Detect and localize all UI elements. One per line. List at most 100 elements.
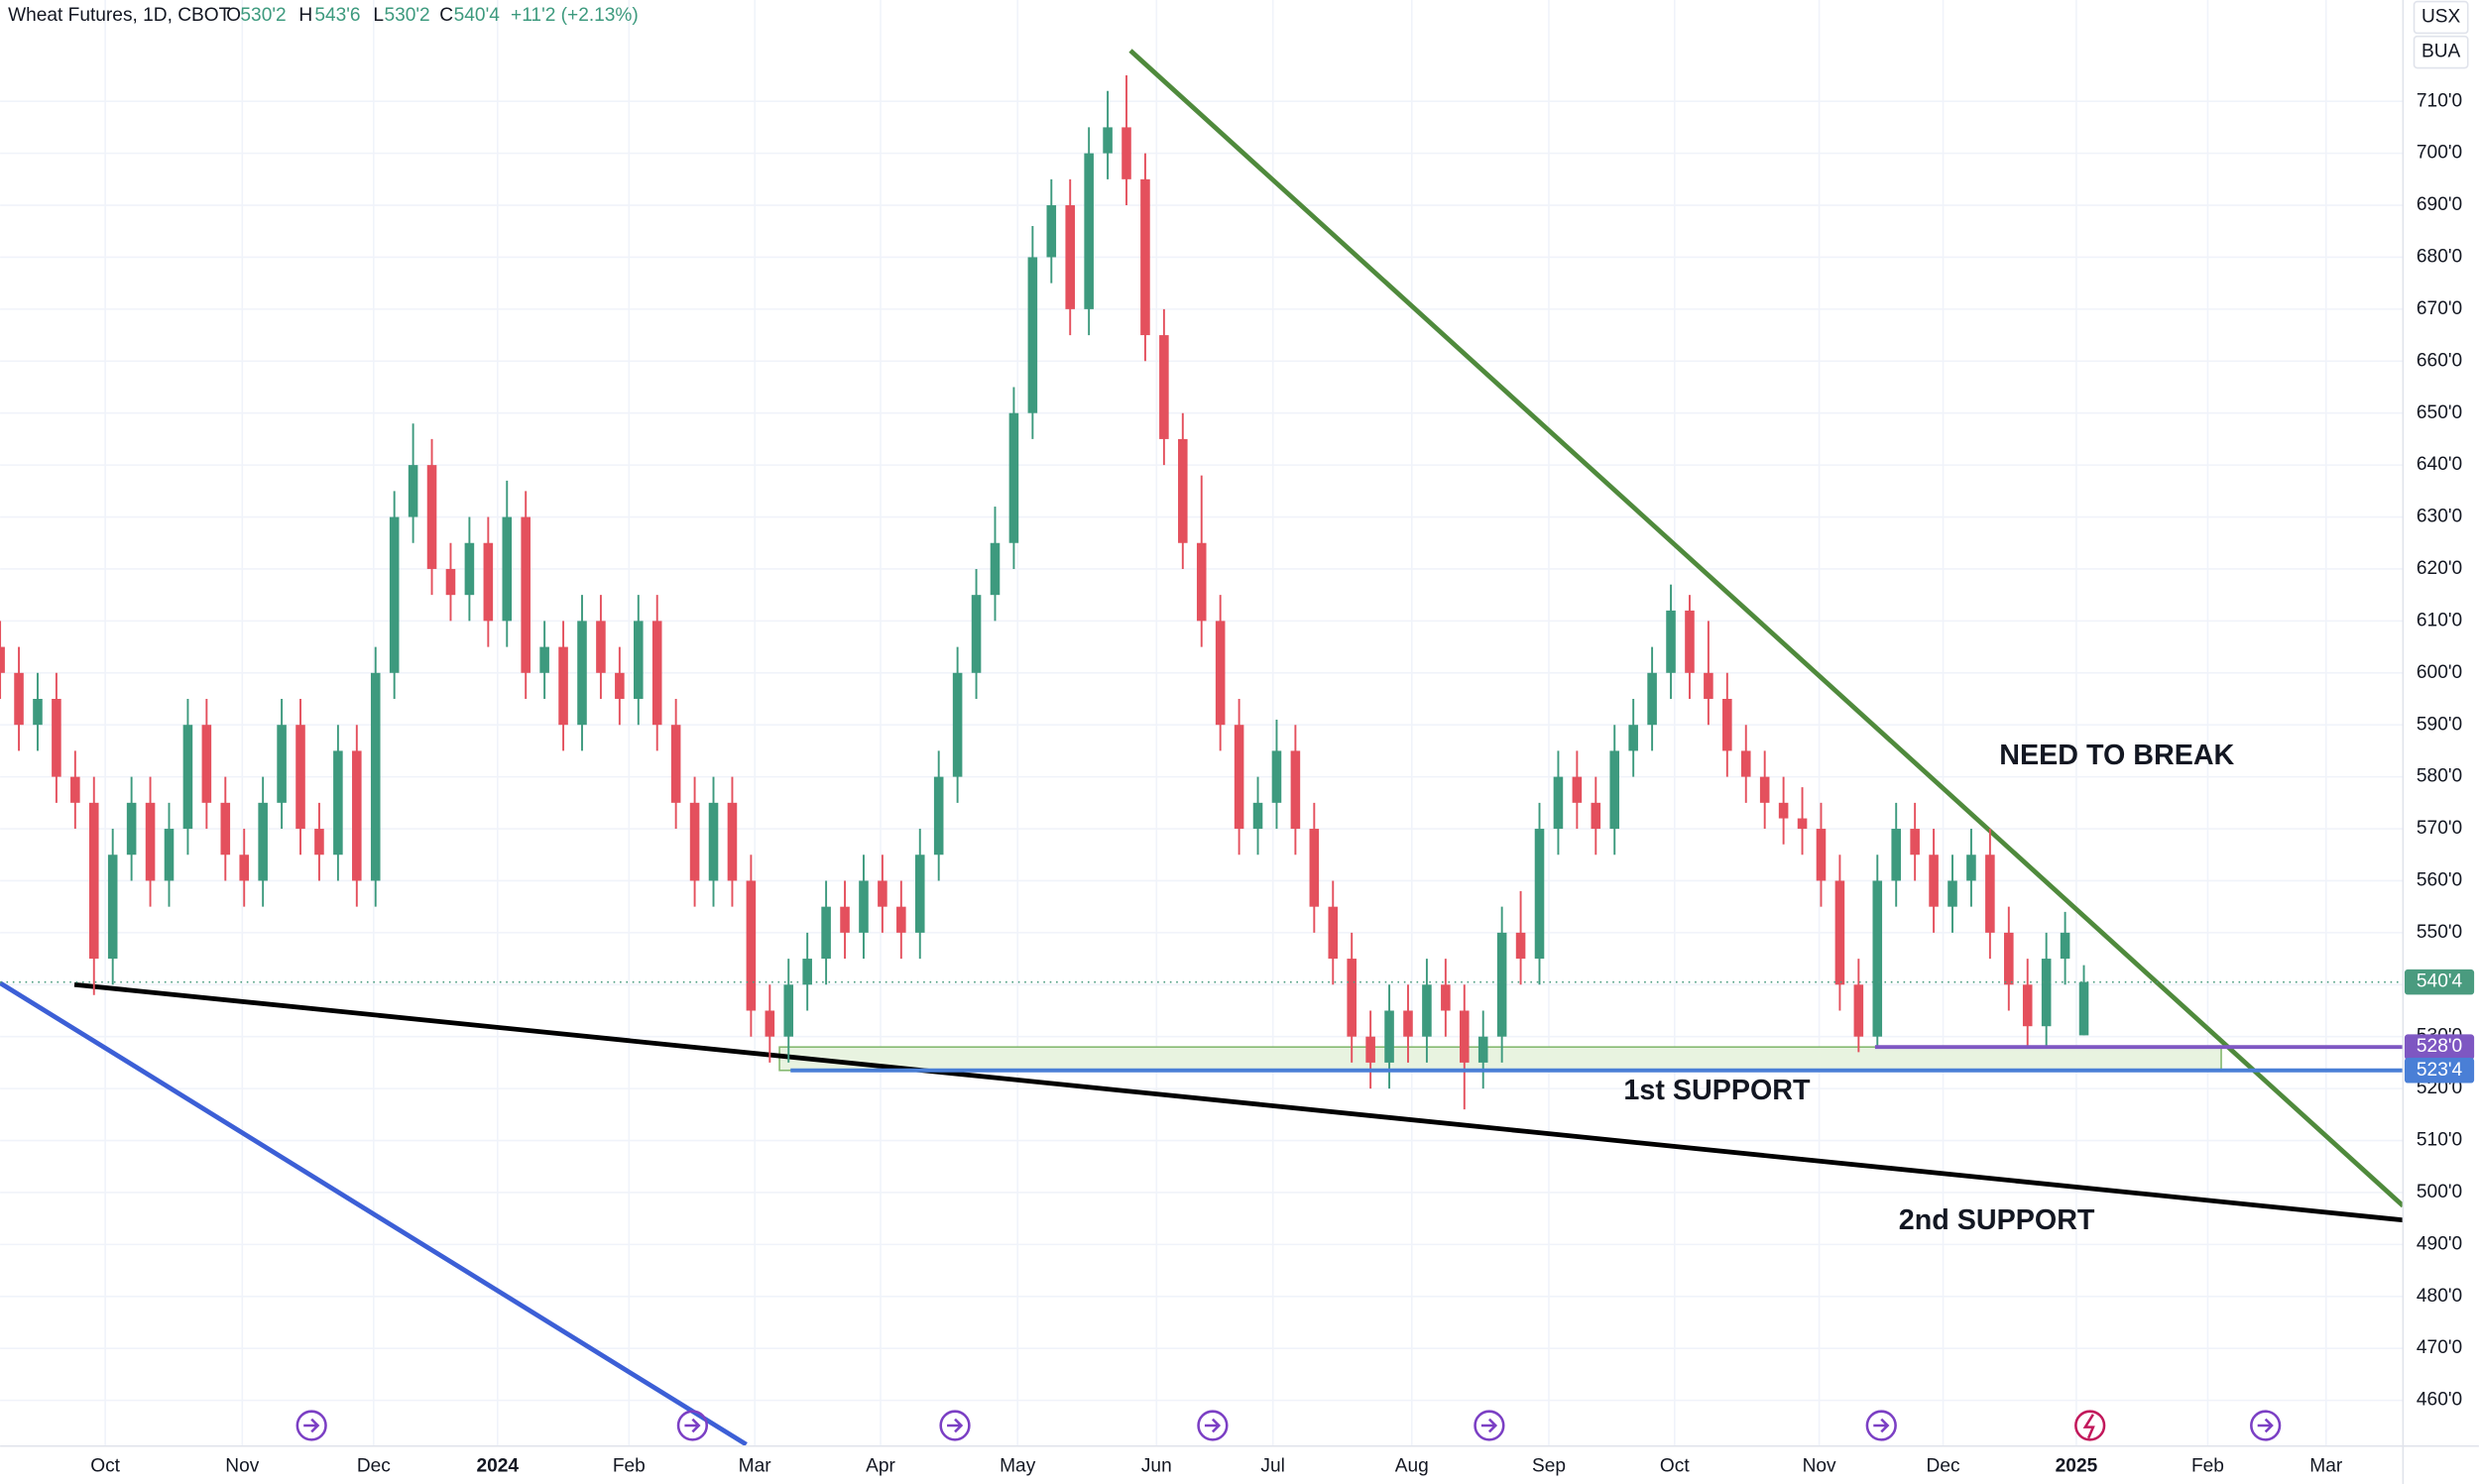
candle-body [1891,829,1901,881]
candle-body [14,672,24,726]
candle-body [220,802,231,856]
candle-body [727,802,738,881]
y-tick-label: 660'0 [2417,350,2462,371]
candle-body [1140,178,1150,336]
candle-body [1084,153,1094,309]
event-icon[interactable] [2074,1410,2106,1441]
candle-body [502,516,513,622]
x-tick-label: Nov [1803,1456,1836,1477]
candle-body [1722,698,1732,751]
x-tick-label: Oct [1660,1456,1690,1477]
event-glyph [2082,1414,2095,1439]
y-tick-label: 470'0 [2417,1337,2462,1358]
candle-body [539,646,549,673]
candle-body [1027,257,1038,413]
y-tick-label: 550'0 [2417,922,2462,943]
currency[interactable]: USX [2421,7,2461,28]
grid [0,0,2404,1446]
candle-body [239,855,250,881]
candle-body [33,698,43,726]
x-tick-label: Dec [357,1456,391,1477]
candle-body [464,542,475,596]
x-tick-label: Feb [613,1456,646,1477]
y-tick-label: 570'0 [2417,818,2462,839]
y-tick-label: 650'0 [2417,402,2462,423]
ohlc-value: 530'2 [240,5,286,26]
y-tick-label: 560'0 [2417,869,2462,890]
annotation: 1st SUPPORT [1623,1075,1811,1106]
event-icon[interactable] [2250,1410,2282,1441]
candle-body [952,672,963,777]
candle-body [1910,829,1920,856]
y-tick-label: 630'0 [2417,507,2462,527]
candle-body [483,542,494,622]
candle-body [1515,932,1526,960]
y-tick-label: 690'0 [2417,194,2462,215]
candle-body [1252,802,1263,830]
candle-body [2041,959,2052,1027]
x-tick-label: Jun [1141,1456,1172,1477]
symbol-name: Wheat Futures, 1D, CBOT [8,5,231,26]
change: +11'2 (+2.13%) [511,5,639,26]
y-tick-label: 710'0 [2417,90,2462,111]
ohlc-key: O [226,5,241,26]
y-tick-label: 580'0 [2417,766,2462,787]
x-tick-label: 2025 [2056,1456,2098,1477]
price-badges: 540'4 528'0 523'4 [2404,969,2475,1084]
event-icon[interactable] [295,1410,327,1441]
event-icon[interactable] [1865,1410,1897,1441]
ohlc-key: C [439,5,453,26]
x-tick-label: Dec [1927,1456,1960,1477]
candle-body [70,776,80,803]
event-glyph [2257,1418,2274,1433]
candle-body [126,802,137,856]
candle-body [370,672,381,881]
event-icons[interactable] [295,1410,2282,1441]
x-tick-label: Sep [1532,1456,1566,1477]
price-badge-label: 523'4 [2417,1060,2463,1081]
candle-body [1834,880,1845,985]
candle-body [1609,750,1620,830]
lower-trendline [0,980,748,1447]
ohlc-value: 530'2 [385,5,430,26]
y-tick-label: 610'0 [2417,610,2462,630]
price-badge [2404,1034,2475,1060]
x-tick-label: 2024 [477,1456,520,1477]
candle-body [352,750,362,881]
levels [0,980,2404,1073]
candle-body [1740,750,1751,777]
candle-body [1008,412,1019,543]
candle-body [765,1010,775,1037]
candle-body [1121,127,1131,179]
event-glyph [947,1418,964,1433]
candle-body [2060,932,2070,960]
currency-box[interactable] [2413,0,2469,35]
candle-body [896,906,906,933]
candle-body [708,802,719,881]
x-tick-label: May [1000,1456,1036,1477]
event-icon[interactable] [676,1410,709,1441]
candle-body [1778,802,1789,819]
candle-body [596,621,606,673]
support-trendline [73,981,2404,1223]
unit-box[interactable] [2413,35,2469,69]
candle-body [314,829,324,856]
candle-body [1872,880,1883,1037]
event-icon[interactable] [939,1410,971,1441]
candle-body [840,906,850,933]
event-icon[interactable] [1197,1410,1229,1441]
candle-body [615,672,625,699]
resistance-trendline [1128,49,2405,1208]
unit[interactable]: BUA [2421,42,2461,62]
price-badge-label: 540'4 [2417,971,2463,992]
candle-body [1234,725,1244,830]
ohlc-value: 543'6 [314,5,360,26]
candle-body [164,829,175,881]
y-tick-label: 480'0 [2417,1286,2462,1307]
candle-body [821,906,831,960]
event-icon[interactable] [1474,1410,1505,1441]
x-tick-label: Nov [225,1456,259,1477]
x-tick-label: Mar [2309,1456,2343,1477]
y-tick-label: 510'0 [2417,1130,2462,1151]
y-tick-label: 600'0 [2417,662,2462,683]
